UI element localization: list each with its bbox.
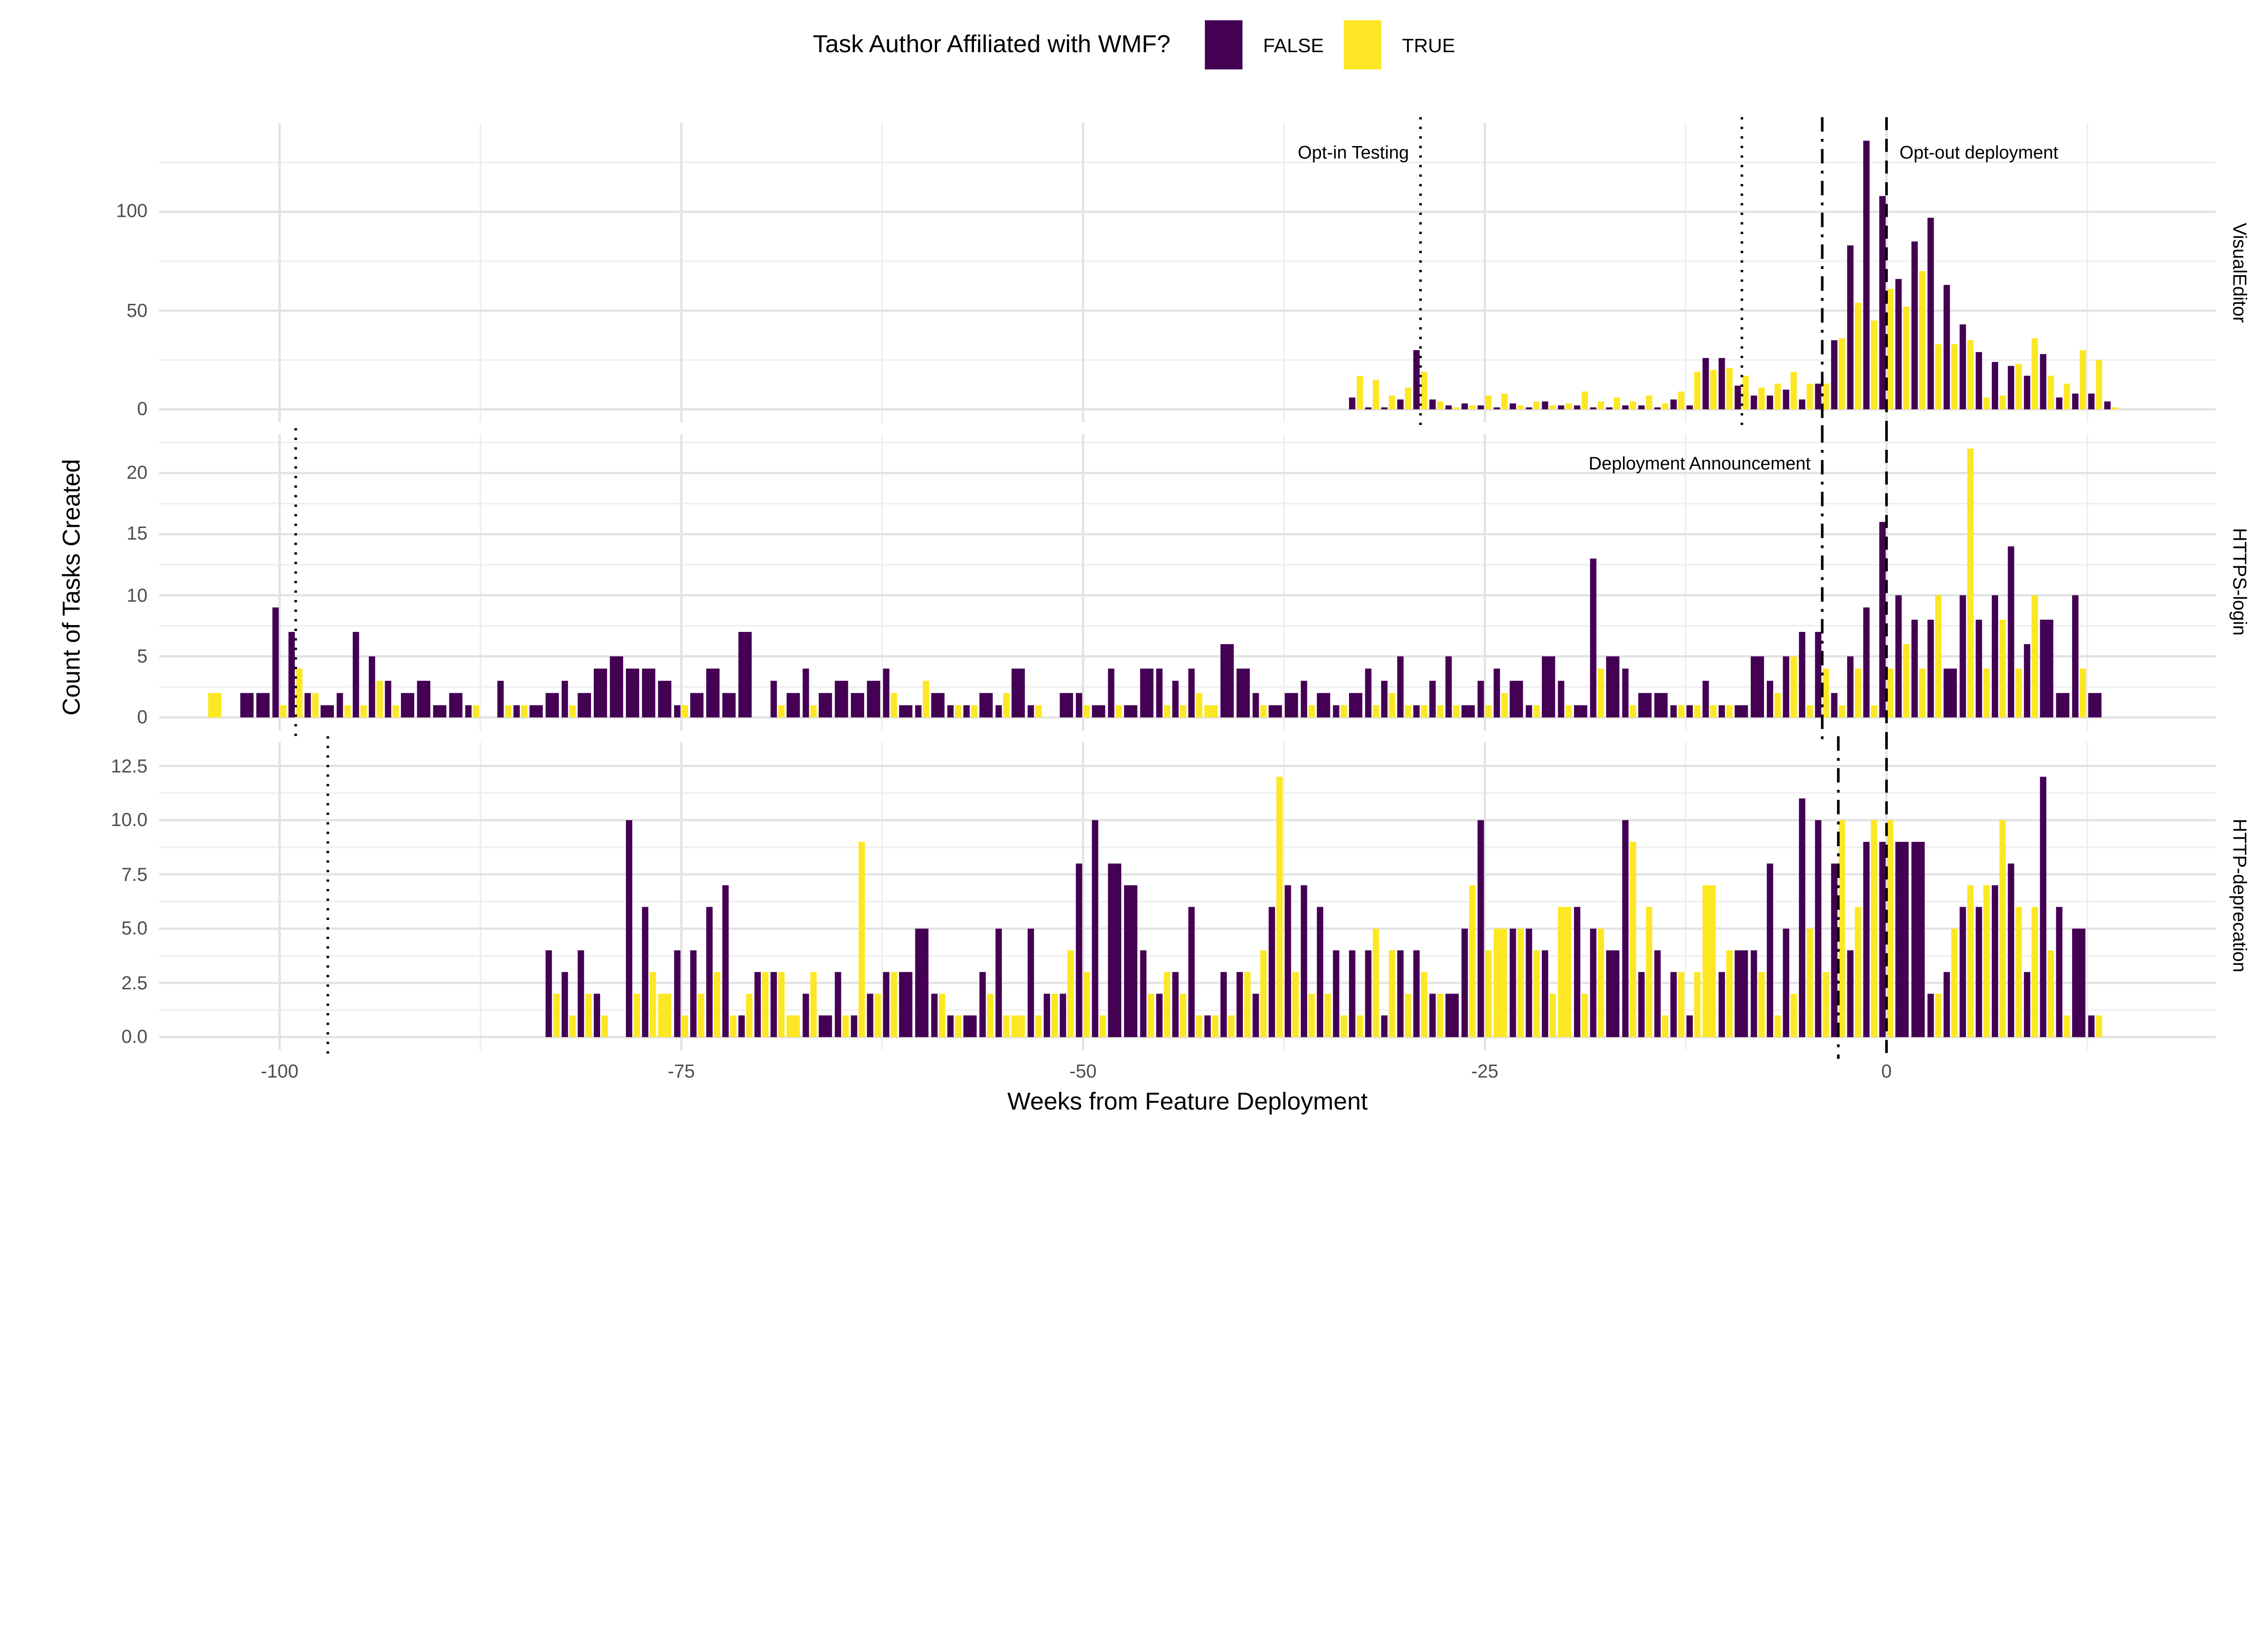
facet-panel-visualeditor: Opt-in Testing Opt-out deployment [159,117,2216,431]
y-tick-label: 5.0 [121,917,148,939]
y-tick-label: 7.5 [121,863,148,885]
y-tick-label: 2.5 [121,971,148,993]
y-tick-label: 15 [127,522,148,544]
y-tick-label: 50 [127,299,148,321]
legend-label-false: FALSE [1263,34,1324,56]
x-tick-label: 0 [1881,1060,1892,1082]
y-tick-label: 0 [137,397,148,420]
y-tick-label: 0.0 [121,1025,148,1047]
y-tick-label: 10 [127,583,148,606]
y-tick-label: 20 [127,461,148,484]
legend-label-true: TRUE [1402,34,1455,56]
bars [545,777,2102,1037]
facet-strip-visualeditor: VisualEditor [2229,222,2251,323]
y-tick-label: 5 [137,645,148,667]
x-tick-label: -50 [1069,1060,1097,1082]
x-tick-label: -100 [260,1060,298,1082]
facet-strip-https-login: HTTPS-login [2229,528,2251,636]
x-tick-label: -75 [668,1060,695,1082]
legend-title: Task Author Affiliated with WMF? [813,30,1171,58]
bars [1349,141,2118,410]
faceted-bar-chart: Task Author Affiliated with WMF? FALSE T… [0,20,2268,1115]
legend: Task Author Affiliated with WMF? FALSE T… [0,20,2268,70]
facet-panel-https-login: Deployment Announcement [159,428,2216,739]
annotation: Deployment Announcement [1589,454,1811,474]
facet-strip-http-deprecation: HTTP-deprecation [2229,819,2251,973]
legend-swatch-false [1205,20,1243,70]
annotation: Opt-in Testing [1298,142,1409,162]
y-tick-label: 10.0 [111,808,148,831]
bars [208,448,2102,718]
y-tick-label: 0 [137,706,148,728]
annotation: Opt-out deployment [1900,142,2058,162]
y-tick-label: 100 [116,200,148,222]
y-tick-label: 12.5 [111,754,148,776]
legend-swatch-true [1344,20,1382,70]
x-tick-label: -25 [1471,1060,1499,1082]
facet-panel-http-deprecation [159,736,2216,1059]
x-axis-title: Weeks from Feature Deployment [1007,1087,1368,1115]
gridlines [159,434,2216,731]
